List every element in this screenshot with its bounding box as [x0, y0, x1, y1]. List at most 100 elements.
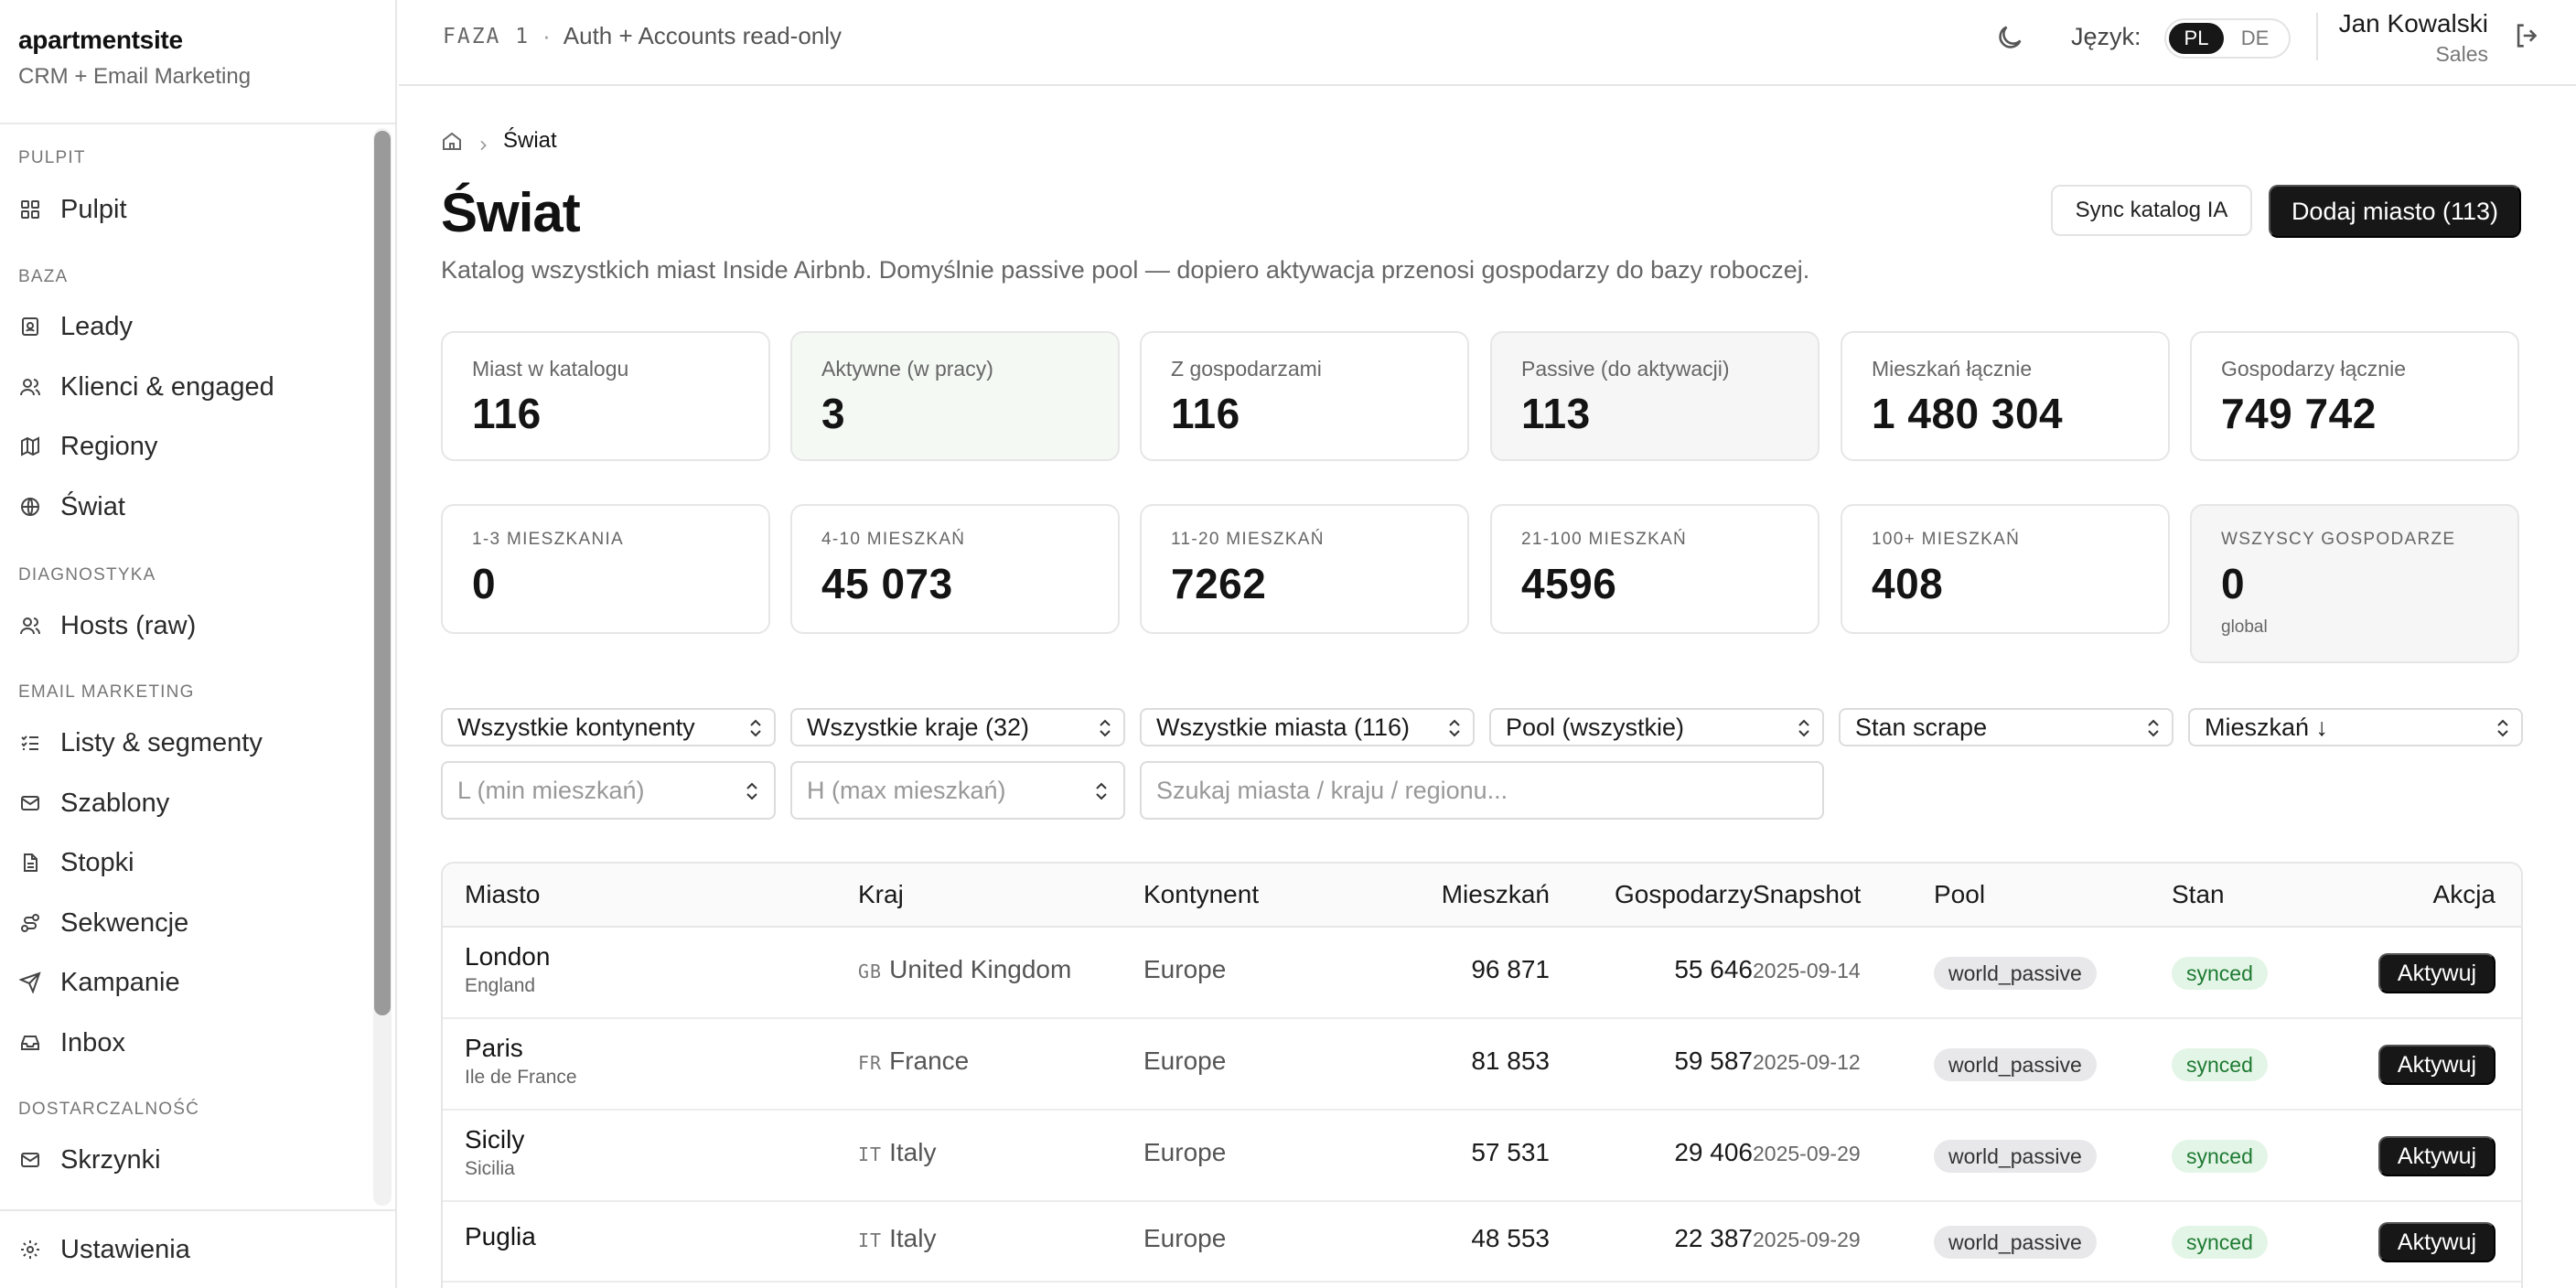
- sidebar-item-listy[interactable]: Listy & segmenty: [11, 719, 359, 767]
- sidebar-item-label: Skrzynki: [60, 1144, 161, 1175]
- nav-section-pulpit: PULPIT: [18, 148, 86, 167]
- sidebar-item-hosts[interactable]: Hosts (raw): [11, 602, 359, 649]
- lang-option-de[interactable]: DE: [2240, 27, 2270, 49]
- sidebar-item-regiony[interactable]: Regiony: [11, 423, 359, 470]
- band-card-all-hosts[interactable]: WSZYSCY GOSPODARZE 0 global: [2190, 504, 2519, 663]
- mail-icon: [18, 791, 42, 815]
- sort-select[interactable]: Mieszkań ↓: [2188, 708, 2523, 746]
- continent-select-value: Wszystkie kontynenty: [457, 713, 695, 741]
- sidebar-item-szablony[interactable]: Szablony: [11, 779, 359, 827]
- language-label: Język:: [2071, 23, 2141, 50]
- band-label: 11-20 MIESZKAŃ: [1171, 530, 1325, 549]
- band-note: global: [2221, 617, 2268, 637]
- activate-button[interactable]: Aktywuj: [2378, 1045, 2496, 1085]
- chevron-updown-icon: [743, 779, 761, 803]
- users-icon: [18, 375, 42, 399]
- breadcrumb: Świat: [441, 128, 557, 154]
- continent-select[interactable]: Wszystkie kontynenty: [441, 708, 776, 746]
- table-row[interactable]: Paris Ile de France FR France Europe 81 8…: [443, 1019, 2521, 1111]
- hosts-cell: 55 646: [1674, 955, 1753, 983]
- activate-button[interactable]: Aktywuj: [2378, 953, 2496, 993]
- search-input[interactable]: Szukaj miasta / kraju / regionu...: [1140, 761, 1824, 820]
- theme-toggle-moon-icon[interactable]: [1994, 22, 2027, 55]
- sidebar-item-leady[interactable]: Leady: [11, 303, 359, 350]
- country-name: Italy: [889, 1224, 937, 1252]
- sidebar-item-sekwencje[interactable]: Sekwencje: [11, 899, 359, 947]
- chevron-updown-icon: [1445, 717, 1464, 739]
- logout-icon[interactable]: [2512, 20, 2545, 53]
- city-region: England: [465, 975, 536, 996]
- col-header-pool[interactable]: Pool: [1934, 880, 1986, 908]
- city-select[interactable]: Wszystkie miasta (116): [1140, 708, 1475, 746]
- country-select[interactable]: Wszystkie kraje (32): [790, 708, 1125, 746]
- table-row[interactable]: London England GB United Kingdom Europe 9…: [443, 928, 2521, 1019]
- chevron-right-icon: [476, 134, 490, 151]
- sidebar-item-stopki[interactable]: Stopki: [11, 839, 359, 886]
- col-header-snapshot[interactable]: Snapshot: [1753, 880, 1862, 908]
- scrape-state-select[interactable]: Stan scrape: [1839, 708, 2174, 746]
- sidebar-item-pulpit[interactable]: Pulpit: [11, 186, 359, 233]
- chevron-updown-icon: [1096, 717, 1114, 739]
- sidebar-item-ustawienia[interactable]: Ustawienia: [11, 1226, 359, 1273]
- home-icon[interactable]: [441, 130, 463, 152]
- band-card-4-10[interactable]: 4-10 MIESZKAŃ 45 073: [790, 504, 1120, 634]
- min-apartments-input[interactable]: L (min mieszkań): [441, 761, 776, 820]
- stat-card-catalog: Miast w katalogu 116: [441, 331, 770, 461]
- table-header: Miasto Kraj Kontynent Mieszkań Gospodarz…: [443, 864, 2521, 928]
- sidebar-item-skrzynki[interactable]: Skrzynki: [11, 1136, 359, 1184]
- band-label: 21-100 MIESZKAŃ: [1521, 530, 1688, 549]
- table-row[interactable]: Puglia IT Italy Europe 48 553 22 387 2025…: [443, 1202, 2521, 1283]
- stat-label: Gospodarzy łącznie: [2221, 357, 2406, 381]
- sidebar-item-label: Stopki: [60, 847, 134, 877]
- country-name: Italy: [889, 1138, 937, 1166]
- band-card-100-plus[interactable]: 100+ MIESZKAŃ 408: [1841, 504, 2170, 634]
- col-header-continent[interactable]: Kontynent: [1143, 880, 1260, 908]
- lang-option-pl[interactable]: PL: [2169, 23, 2224, 54]
- apartments-cell: 81 853: [1471, 1046, 1550, 1075]
- pool-badge: world_passive: [1934, 1140, 2097, 1173]
- sidebar-item-kampanie[interactable]: Kampanie: [11, 959, 359, 1006]
- city-name: Paris: [465, 1034, 523, 1062]
- chevron-updown-icon: [1795, 717, 1813, 739]
- sidebar-item-klienci[interactable]: Klienci & engaged: [11, 363, 359, 411]
- country-code: IT: [858, 1229, 883, 1251]
- cities-table: Miasto Kraj Kontynent Mieszkań Gospodarz…: [441, 862, 2523, 1288]
- col-header-city[interactable]: Miasto: [465, 880, 541, 908]
- sidebar-item-swiat[interactable]: Świat: [11, 483, 359, 531]
- band-card-11-20[interactable]: 11-20 MIESZKAŃ 7262: [1140, 504, 1469, 634]
- stat-value: 116: [1171, 390, 1240, 437]
- stat-label: Z gospodarzami: [1171, 357, 1322, 381]
- snapshot-cell: 2025-09-14: [1753, 959, 1861, 982]
- pool-select-value: Pool (wszystkie): [1506, 713, 1685, 741]
- add-city-button[interactable]: Dodaj miasto (113): [2269, 185, 2521, 238]
- band-value: 408: [1872, 560, 1944, 607]
- col-header-country[interactable]: Kraj: [858, 880, 904, 908]
- country-cell: IT Italy: [858, 1224, 936, 1253]
- pool-badge: world_passive: [1934, 1226, 2097, 1259]
- nav-section-diagnostyka: DIAGNOSTYKA: [18, 565, 156, 585]
- band-value: 0: [2221, 560, 2246, 607]
- activate-button[interactable]: Aktywuj: [2378, 1136, 2496, 1176]
- activate-button[interactable]: Aktywuj: [2378, 1222, 2496, 1262]
- max-apartments-input[interactable]: H (max mieszkań): [790, 761, 1125, 820]
- sidebar-item-inbox[interactable]: Inbox: [11, 1019, 359, 1067]
- snapshot-cell: 2025-09-29: [1753, 1142, 1861, 1165]
- stat-card-with-hosts: Z gospodarzami 116: [1140, 331, 1469, 461]
- col-header-apartments[interactable]: Mieszkań: [1441, 880, 1550, 908]
- band-card-1-3[interactable]: 1-3 MIESZKANIA 0: [441, 504, 770, 634]
- nav-section-email-marketing: EMAIL MARKETING: [18, 682, 195, 702]
- pool-select[interactable]: Pool (wszystkie): [1489, 708, 1824, 746]
- mail-icon: [18, 1148, 42, 1172]
- apartments-cell: 96 871: [1471, 955, 1550, 983]
- col-header-state[interactable]: Stan: [2172, 880, 2225, 908]
- band-card-21-100[interactable]: 21-100 MIESZKAŃ 4596: [1490, 504, 1819, 634]
- brand[interactable]: apartmentsite CRM + Email Marketing: [18, 26, 251, 90]
- sidebar-scrollbar-thumb[interactable]: [374, 131, 391, 1015]
- app-name: apartmentsite: [18, 26, 183, 54]
- stat-value: 113: [1521, 390, 1591, 437]
- stat-label: Mieszkań łącznie: [1872, 357, 2033, 381]
- col-header-hosts[interactable]: Gospodarzy: [1615, 880, 1753, 908]
- sync-catalog-button[interactable]: Sync katalog IA: [2051, 185, 2252, 236]
- send-icon: [18, 971, 42, 994]
- table-row[interactable]: Sicily Sicilia IT Italy Europe 57 531 29 …: [443, 1111, 2521, 1202]
